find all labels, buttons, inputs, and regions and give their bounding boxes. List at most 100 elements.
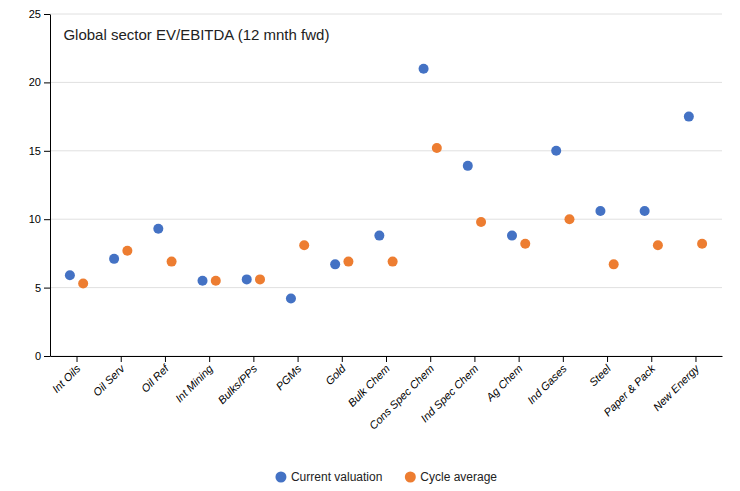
x-tick-label: Ind Spec Chem	[418, 362, 480, 424]
point	[684, 112, 694, 122]
x-tick: Oil Serv	[91, 356, 128, 398]
x-tick-mark	[651, 356, 652, 362]
grid-line	[50, 287, 722, 288]
legend-item: Current valuation	[275, 470, 382, 484]
y-tick-mark	[44, 14, 50, 15]
x-tick-label: Steel	[587, 362, 614, 389]
x-tick-label: Bulk Chem	[345, 362, 392, 409]
point	[697, 239, 707, 249]
point	[167, 257, 177, 267]
y-tick-mark	[44, 288, 50, 289]
point	[122, 246, 132, 256]
x-tick-mark	[298, 356, 299, 362]
x-tick-mark	[563, 356, 564, 362]
x-tick-label: Paper & Pack	[601, 362, 657, 418]
x-tick-mark	[342, 356, 343, 362]
title: Global sector EV/EBITDA (12 mnth fwd)	[63, 26, 329, 43]
grid-line	[50, 82, 722, 83]
y-tick-mark	[44, 356, 50, 357]
x-tick-mark	[386, 356, 387, 362]
y-tick-label: 15	[29, 145, 41, 157]
x-tick-label: Ag Chem	[483, 362, 525, 404]
x-tick-mark	[253, 356, 254, 362]
y-tick-mark	[44, 151, 50, 152]
point	[595, 206, 605, 216]
x-tick: Bulks/PPs	[215, 356, 259, 406]
grid-line	[50, 14, 722, 15]
y-tick-label: 0	[35, 350, 41, 362]
x-tick: Gold	[323, 356, 349, 387]
point	[255, 274, 265, 284]
x-tick: Int Mining	[173, 356, 216, 405]
y-tick-label: 20	[29, 76, 41, 88]
x-tick-mark	[607, 356, 608, 362]
plot: 0 5 10 15 20 25 Int OilsOil Serv Oil RefInt Min…	[29, 8, 723, 432]
x-tick-mark	[474, 356, 475, 362]
grid	[50, 14, 722, 356]
x-tick: Steel	[587, 356, 614, 389]
y-tick: 10	[29, 213, 50, 225]
x-tick-mark	[695, 356, 696, 362]
series	[78, 143, 707, 288]
marks	[65, 64, 707, 304]
legend-swatch	[275, 472, 286, 483]
point	[520, 239, 530, 249]
x-tick-label: Oil Serv	[91, 361, 128, 398]
point	[299, 240, 309, 250]
x-tick-label: Int Mining	[173, 362, 216, 405]
y-tick-mark	[44, 82, 50, 83]
chart-svg: 0 5 10 15 20 25 Int OilsOil Serv Oil RefInt Min…	[0, 0, 740, 491]
x-tick: Ag Chem	[483, 356, 525, 404]
point	[198, 276, 208, 286]
y-tick: 0	[35, 350, 50, 362]
point	[476, 217, 486, 227]
x-tick-label: Int Oils	[50, 362, 83, 395]
y-tick-label: 5	[35, 282, 41, 294]
legend-swatch	[405, 472, 416, 483]
x-tick: Ind Spec Chem	[418, 356, 480, 424]
point	[507, 231, 517, 241]
y-tick-label: 10	[29, 213, 41, 225]
legend-label: Cycle average	[420, 470, 497, 484]
x-tick-mark	[77, 356, 78, 362]
point	[343, 257, 353, 267]
point	[374, 231, 384, 241]
x-tick-mark	[519, 356, 520, 362]
x-tick-label: Bulks/PPs	[215, 362, 259, 406]
point	[419, 64, 429, 74]
point	[653, 240, 663, 250]
x-tick: Oil Ref	[139, 356, 172, 395]
chart-container: 0 5 10 15 20 25 Int OilsOil Serv Oil RefInt Min…	[0, 0, 740, 491]
x-tick-label: Gold	[323, 362, 349, 388]
point	[388, 257, 398, 267]
x-tick: Paper & Pack	[601, 356, 657, 418]
grid-line	[50, 219, 722, 220]
point	[286, 294, 296, 304]
x-tick: Ind Gases	[525, 356, 569, 406]
x-tick-mark	[121, 356, 122, 362]
point	[211, 276, 221, 286]
x-tick: New Energy	[651, 356, 703, 413]
grid-line	[50, 150, 722, 151]
y-tick: 20	[29, 76, 50, 88]
point	[78, 278, 88, 288]
y-tick: 5	[35, 282, 50, 294]
x-tick-mark	[209, 356, 210, 362]
x-tick-label: PGMs	[273, 362, 303, 392]
y-axis-line	[50, 15, 51, 357]
x-tick: Bulk Chem	[345, 356, 392, 409]
x-tick-label: New Energy	[651, 361, 703, 413]
y-tick: 25	[29, 8, 50, 20]
x-tick-mark	[165, 356, 166, 362]
point	[109, 254, 119, 264]
x-tick: Int Oils	[50, 356, 83, 395]
x-tick-label: Ind Gases	[525, 362, 569, 406]
point	[609, 259, 619, 269]
y-tick-mark	[44, 219, 50, 220]
point	[153, 224, 163, 234]
series	[65, 64, 694, 304]
y-tick-label: 25	[29, 8, 41, 20]
point	[564, 214, 574, 224]
y-axis: 0 5 10 15 20 25	[29, 8, 51, 362]
point	[330, 259, 340, 269]
